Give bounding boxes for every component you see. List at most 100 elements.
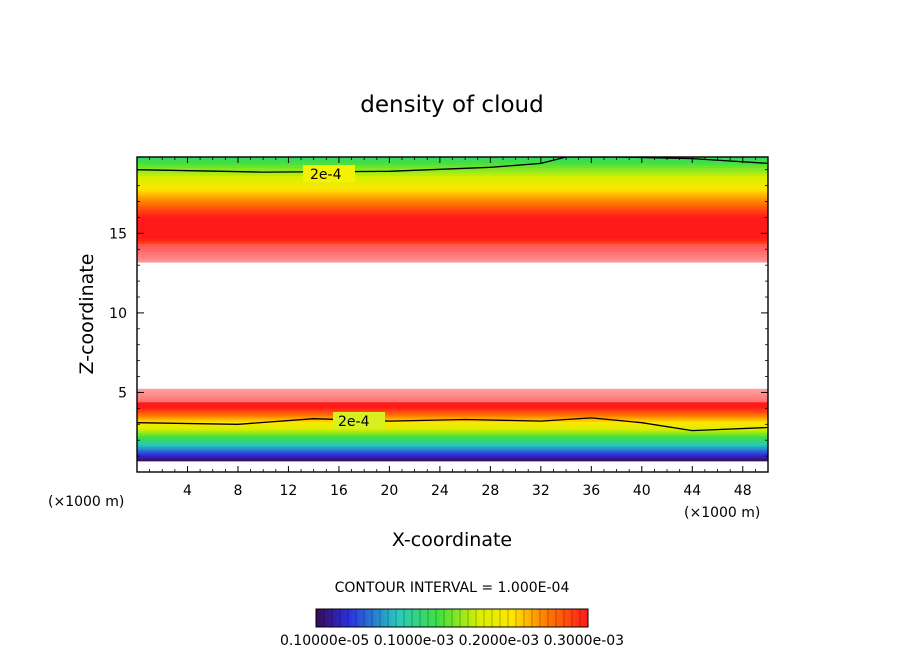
y-axis-label: Z-coordinate xyxy=(76,254,98,375)
upper-layer-band xyxy=(137,164,768,168)
plot-area xyxy=(137,157,768,472)
contour-label-lower-text: 2e-4 xyxy=(338,414,370,430)
upper-layer-band xyxy=(137,174,768,179)
upper-layer-band xyxy=(137,237,768,242)
upper-layer-band xyxy=(137,209,768,213)
x-tick-label: 32 xyxy=(532,483,550,499)
lower-layer-band xyxy=(137,456,768,460)
upper-layer-band xyxy=(137,182,768,187)
lower-layer-band xyxy=(137,403,768,406)
lower-layer-band xyxy=(137,435,768,439)
x-tick-label: 40 xyxy=(633,483,651,499)
lower-layer-band xyxy=(137,397,768,401)
contour-label-upper-text: 2e-4 xyxy=(310,167,342,183)
upper-layer-band xyxy=(137,190,768,195)
x-tick-label: 24 xyxy=(431,483,449,499)
upper-layer-band xyxy=(137,224,768,229)
lower-layer-band xyxy=(137,395,768,399)
lower-layer-band xyxy=(137,444,768,448)
x-tick-label: 48 xyxy=(734,483,752,499)
lower-layer-band xyxy=(137,422,768,426)
contour-label-lower: 2e-4 xyxy=(333,412,385,430)
lower-layer-band xyxy=(137,449,768,453)
lower-cloud-layer xyxy=(137,388,768,462)
upper-layer-band xyxy=(137,232,768,237)
lower-layer-band xyxy=(137,442,768,446)
upper-layer-band xyxy=(137,219,768,224)
upper-layer-band xyxy=(137,172,768,176)
lower-layer-band xyxy=(137,404,768,408)
upper-layer-band xyxy=(137,206,768,210)
lower-layer-band xyxy=(137,412,768,415)
colorbar xyxy=(315,608,589,628)
lower-layer-band xyxy=(137,408,768,412)
lower-layer-band xyxy=(137,392,768,396)
lower-layer-band xyxy=(137,390,768,394)
x-tick-label: 8 xyxy=(233,483,242,499)
lower-layer-band xyxy=(137,417,768,421)
upper-layer-band xyxy=(137,240,768,245)
upper-layer-band xyxy=(137,188,768,192)
upper-layer-band xyxy=(137,258,768,263)
colorbar-bands xyxy=(323,609,581,627)
y-tick-label: 5 xyxy=(118,385,127,401)
upper-cloud-layer xyxy=(137,157,768,263)
x-tick-label: 20 xyxy=(380,483,398,499)
lower-layer-band xyxy=(137,410,768,414)
z-unit-label: (×1000 m) xyxy=(48,494,124,510)
upper-layer-band xyxy=(137,216,768,221)
upper-layer-band xyxy=(137,227,768,231)
lower-layer-band xyxy=(137,426,768,430)
lower-layer-band xyxy=(137,415,768,419)
lower-layer-band xyxy=(137,424,768,428)
upper-layer-band xyxy=(137,161,768,166)
upper-layer-band xyxy=(137,251,768,255)
lower-layer-band xyxy=(137,451,768,455)
x-tick-label: 4 xyxy=(183,483,192,499)
x-tick-label: 16 xyxy=(330,483,348,499)
x-unit-label: (×1000 m) xyxy=(684,505,760,521)
upper-layer-band xyxy=(137,169,768,174)
lower-layer-band xyxy=(137,429,768,433)
lower-layer-band xyxy=(137,433,768,437)
upper-layer-band xyxy=(137,256,768,260)
x-axis-ticks: 4 8 12 16 20 24 28 32 36 40 44 48 xyxy=(149,157,756,499)
upper-layer-band xyxy=(137,159,768,163)
lower-layer-band xyxy=(137,440,768,444)
y-tick-label: 10 xyxy=(109,306,127,322)
upper-layer-band xyxy=(137,177,768,182)
lower-layer-band xyxy=(137,401,768,405)
upper-layer-band xyxy=(137,214,768,218)
lower-layer-band xyxy=(137,420,768,424)
upper-layer-band xyxy=(137,203,768,208)
lower-layer-band xyxy=(137,438,768,442)
colorbar-labels: 0.10000e-05 0.1000e-03 0.2000e-03 0.3000… xyxy=(280,633,624,649)
upper-layer-band xyxy=(137,195,768,200)
contour-interval-text: CONTOUR INTERVAL = 1.000E-04 xyxy=(335,580,570,596)
x-tick-label: 28 xyxy=(481,483,499,499)
upper-layer-band xyxy=(137,243,768,247)
x-tick-label: 12 xyxy=(280,483,298,499)
upper-layer-band xyxy=(137,248,768,252)
upper-layer-band xyxy=(137,245,768,250)
lower-layer-band xyxy=(137,419,768,422)
upper-layer-band xyxy=(137,235,768,239)
x-tick-label: 36 xyxy=(582,483,600,499)
upper-layer-band xyxy=(137,222,768,226)
contour-2e-4-lower xyxy=(137,417,768,432)
y-axis-ticks: 5 10 15 xyxy=(109,169,768,457)
upper-layer-band xyxy=(137,201,768,205)
lower-layer-band xyxy=(137,437,768,440)
lower-layer-band xyxy=(137,428,768,431)
lower-layer-band xyxy=(137,413,768,417)
lower-layer-band xyxy=(137,453,768,456)
upper-layer-band xyxy=(137,230,768,234)
lower-layer-band xyxy=(137,446,768,449)
lower-layer-band xyxy=(137,447,768,451)
lower-layer-band xyxy=(137,406,768,410)
x-axis-label: X-coordinate xyxy=(392,529,512,551)
lower-layer-band xyxy=(137,394,768,397)
lower-layer-band xyxy=(137,454,768,458)
lower-layer-band xyxy=(137,431,768,435)
